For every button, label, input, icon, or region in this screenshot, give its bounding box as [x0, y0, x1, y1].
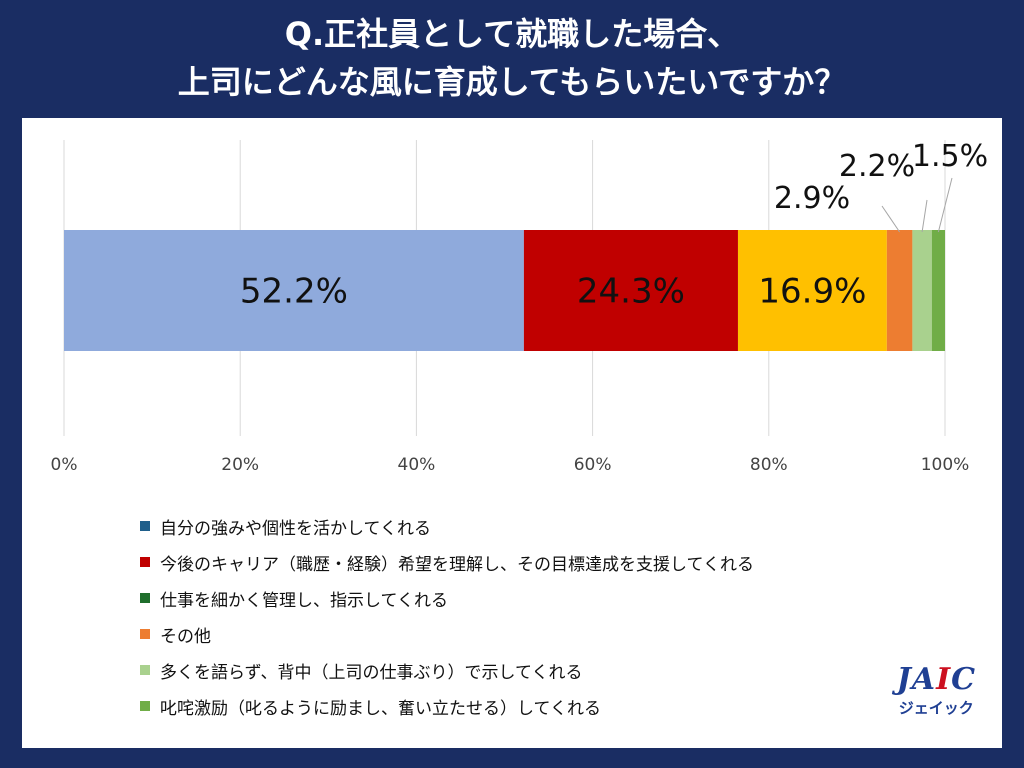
jaic-logo: JAIC ジェイック — [897, 665, 976, 718]
legend-item: 今後のキャリア（職歴・経験）希望を理解し、その目標達成を支援してくれる — [140, 544, 754, 580]
bar-segment — [523, 230, 738, 351]
data-label: 16.9% — [758, 272, 866, 312]
x-tick-label: 60% — [574, 455, 612, 475]
title-line-1: Q.正社員として就職した場合、 — [284, 15, 740, 53]
data-label: 24.3% — [577, 272, 685, 312]
legend-swatch — [140, 701, 150, 711]
stacked-bar-chart: 0% 20% 40% 60% 80% 100% 52.2% 24.3% 16.9% 2.9%2.2… — [51, 139, 989, 475]
data-label: 2.2% — [839, 149, 915, 184]
bar-segment — [886, 230, 913, 351]
bar-segment — [931, 230, 945, 351]
data-label: 52.2% — [240, 272, 348, 312]
x-tick-label: 0% — [51, 455, 78, 475]
leader-line — [881, 205, 901, 233]
legend-item: 叱咤激励（叱るように励まし、奮い立たせる）してくれる — [140, 688, 754, 724]
legend-label: 多くを語らず、背中（上司の仕事ぶり）で示してくれる — [160, 662, 583, 683]
legend-label: 今後のキャリア（職歴・経験）希望を理解し、その目標達成を支援してくれる — [160, 554, 754, 575]
legend-label: 自分の強みや個性を活かしてくれる — [160, 518, 431, 539]
chart-legend: 自分の強みや個性を活かしてくれる今後のキャリア（職歴・経験）希望を理解し、その目… — [140, 508, 754, 724]
legend-swatch — [140, 629, 150, 639]
legend-label: 仕事を細かく管理し、指示してくれる — [160, 590, 448, 611]
logo-subtitle: ジェイック — [898, 699, 974, 717]
legend-item: 自分の強みや個性を活かしてくれる — [140, 508, 754, 544]
x-tick-label: 20% — [221, 455, 259, 475]
chart-panel: 0% 20% 40% 60% 80% 100% 52.2% 24.3% 16.9% 2.9% 2.2… — [22, 118, 1002, 748]
legend-item: 多くを語らず、背中（上司の仕事ぶり）で示してくれる — [140, 652, 754, 688]
leader-line — [921, 199, 928, 233]
data-label: 2.9% — [774, 181, 850, 216]
bar-segment — [912, 230, 932, 351]
data-label: 1.5% — [912, 139, 988, 174]
legend-swatch — [140, 521, 150, 531]
legend-swatch — [140, 557, 150, 567]
x-tick-label: 80% — [750, 455, 788, 475]
bar-segment — [737, 230, 887, 351]
legend-swatch — [140, 593, 150, 603]
page-title: Q.正社員として就職した場合、 上司にどんな風に育成してもらいたいですか？ — [0, 10, 1024, 106]
legend-swatch — [140, 665, 150, 675]
x-tick-label: 40% — [398, 455, 436, 475]
legend-label: 叱咤激励（叱るように励まし、奮い立たせる）してくれる — [160, 698, 601, 719]
legend-item: その他 — [140, 616, 754, 652]
legend-item: 仕事を細かく管理し、指示してくれる — [140, 580, 754, 616]
leader-line — [937, 177, 953, 233]
bar-segment — [64, 230, 524, 351]
title-line-2: 上司にどんな風に育成してもらいたいですか？ — [177, 63, 847, 101]
logo-mark: JAIC — [896, 662, 976, 697]
x-tick-label: 100% — [921, 455, 970, 475]
legend-label: その他 — [160, 626, 211, 647]
